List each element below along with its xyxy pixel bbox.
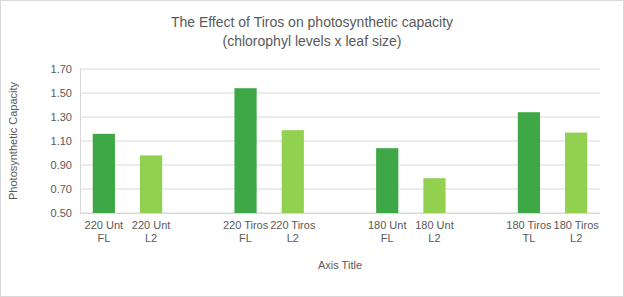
grid [80, 69, 600, 213]
x-axis: 220 UntFL 220 UntL2 220 TirosFL220 TirosL2… [81, 213, 601, 244]
y-tick: 1.50 [51, 87, 80, 99]
y-tick-label: 1.10 [51, 135, 72, 147]
x-tick-label: 220 TirosL2 [270, 219, 316, 245]
bar [565, 133, 587, 213]
x-tick: 220 TirosFL [223, 213, 269, 244]
bars [93, 88, 587, 213]
chart-subtitle: (chlorophyl levels x leaf size) [223, 33, 402, 49]
x-tick-label: 180 TirosTL [506, 219, 552, 245]
x-axis-title: Axis Title [318, 259, 362, 271]
chart-svg: 0.500.700.901.101.301.501.70220 UntFL220… [0, 0, 624, 297]
bar [93, 134, 115, 213]
x-tick-label: 180 TirosL2 [554, 219, 600, 245]
x-tick: 180 TirosL2 [554, 213, 600, 244]
x-tick-label: 220 TirosFL [223, 219, 269, 245]
bar [234, 88, 256, 213]
x-tick: 180 UntL2 [415, 213, 454, 244]
y-axis-title: Photosynthetic Capacity [7, 81, 19, 200]
y-axis: 0.50 0.70 0.90 1.10 1.30 1.50 1.70 [51, 63, 81, 219]
grid-line [80, 93, 600, 94]
y-axis-line [80, 70, 81, 214]
bar [423, 178, 445, 213]
x-tick-label: 180 UntFL [368, 219, 407, 245]
y-tick: 0.90 [51, 159, 80, 171]
y-tick-label: 0.90 [51, 159, 72, 171]
y-tick-label: 0.50 [51, 207, 72, 219]
x-tick: 220 UntL2 [132, 213, 171, 244]
x-tick-label: 220 UntL2 [132, 219, 171, 245]
y-tick: 1.10 [51, 135, 80, 147]
y-tick-label: 1.70 [51, 63, 72, 75]
x-axis-line [81, 213, 601, 214]
y-tick-label: 1.30 [51, 111, 72, 123]
bar [518, 112, 540, 213]
x-tick: 180 UntFL [368, 213, 407, 244]
y-tick: 1.70 [51, 63, 80, 75]
y-tick: 0.50 [51, 207, 80, 219]
x-tick-label: 220 UntFL [85, 219, 124, 245]
chart-border [1, 1, 624, 297]
bar [140, 155, 162, 213]
x-tick: 220 UntFL [85, 213, 124, 244]
y-tick: 1.30 [51, 111, 80, 123]
y-tick-label: 1.50 [51, 87, 72, 99]
x-tick: 180 TirosTL [506, 213, 552, 244]
plot-area: 0.500.700.901.101.301.501.70220 UntFL220… [51, 63, 601, 244]
x-tick-label: 180 UntL2 [415, 219, 454, 245]
chart-title: The Effect of Tiros on photosynthetic ca… [171, 14, 453, 30]
y-tick: 0.70 [51, 183, 80, 195]
grid-line [80, 69, 600, 70]
bar [376, 148, 398, 213]
x-tick: 220 TirosL2 [270, 213, 316, 244]
y-tick-label: 0.70 [51, 183, 72, 195]
bar [282, 130, 304, 213]
